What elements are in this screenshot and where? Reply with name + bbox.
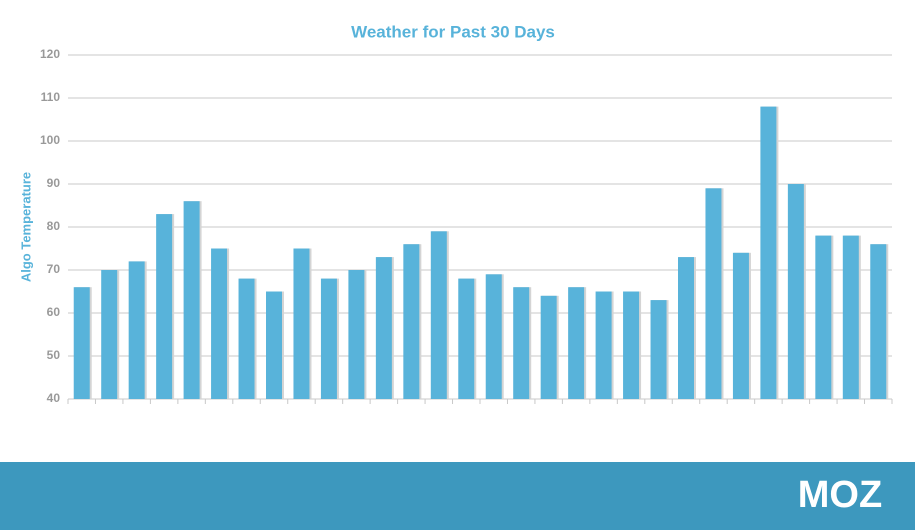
bar (211, 248, 228, 399)
plot-area: 40 50 60 70 80 90 100 110 120 (40, 47, 893, 405)
bar (238, 278, 255, 399)
bar (430, 231, 447, 399)
bar (760, 106, 777, 399)
y-tick-label: 110 (41, 90, 61, 104)
bar (293, 248, 310, 399)
bar (623, 291, 640, 399)
bar (815, 235, 832, 399)
bar (403, 244, 420, 399)
y-tick-label: 60 (47, 305, 61, 319)
y-tick-label: 80 (47, 219, 61, 233)
y-axis-label: Algo Temperature (18, 172, 33, 282)
y-tick-label: 120 (40, 47, 60, 61)
bar (348, 270, 365, 399)
bar (156, 214, 173, 399)
bar (705, 188, 722, 399)
footer-logo: MOZ (798, 474, 882, 516)
bar (540, 295, 557, 399)
bar (375, 257, 392, 399)
bar (787, 184, 804, 399)
bar (842, 235, 859, 399)
bar (595, 291, 612, 399)
y-tick-label: 50 (47, 348, 61, 362)
bar (568, 287, 585, 399)
y-tick-label: 40 (47, 391, 61, 405)
bar (458, 278, 475, 399)
y-tick-label: 70 (47, 262, 61, 276)
y-tick-label: 90 (47, 176, 61, 190)
bar (320, 278, 337, 399)
bar (732, 252, 749, 399)
footer-bar (0, 462, 915, 530)
bar (678, 257, 694, 399)
bar (870, 244, 887, 399)
bar (128, 261, 145, 399)
bar (650, 300, 667, 399)
bar (73, 287, 90, 399)
chart-title: Weather for Past 30 Days (351, 22, 555, 41)
bar (101, 270, 118, 399)
bar (266, 291, 282, 399)
bar (183, 201, 200, 399)
bar (513, 287, 530, 399)
y-tick-label: 100 (40, 133, 60, 147)
bar (485, 274, 502, 399)
